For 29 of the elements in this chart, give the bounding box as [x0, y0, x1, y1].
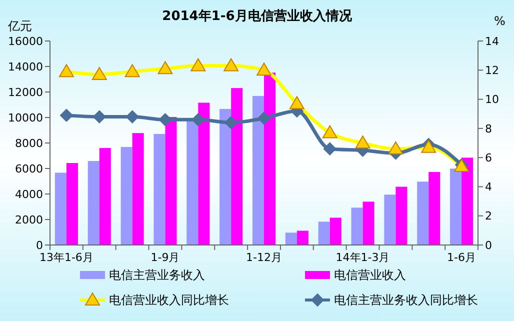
chart-title: 2014年1-6月电信营业收入情况: [162, 8, 353, 24]
y2-tick-label: 12: [485, 64, 499, 77]
y-tick-label: 0: [36, 238, 43, 252]
y2-tick-label: 6: [485, 151, 492, 164]
y2-tick-label: 10: [485, 93, 499, 106]
y2-tick-label: 0: [485, 238, 492, 252]
legend-label: 电信营业收入: [334, 268, 406, 282]
y-tick-label: 16000: [8, 34, 43, 48]
y2-tick-label: 8: [485, 122, 492, 136]
y-tick-label: 12000: [8, 86, 43, 99]
x-tick-label: 1-9月: [150, 251, 180, 264]
y-tick-label: 8000: [15, 136, 43, 150]
y-tick-label: 4000: [15, 188, 43, 201]
x-tick-label: 1-6月: [447, 251, 476, 264]
legend-label: 电信主营业务收入同比增长: [334, 293, 478, 308]
y2-tick-label: 4: [485, 180, 492, 194]
x-tick-label: 13年1-6月: [39, 251, 94, 264]
x-tick-label: 14年1-3月: [336, 251, 390, 264]
legend-label: 电信营业收入同比增长: [109, 293, 229, 308]
y2-tick-label: 14: [485, 34, 499, 48]
y-axis-title: 亿元: [7, 19, 32, 33]
y2-axis-title: %: [494, 14, 506, 28]
y-tick-label: 2000: [15, 213, 43, 226]
y-tick-label: 10000: [8, 111, 43, 124]
y-tick-label: 6000: [15, 162, 43, 176]
legend-label: 电信主营业务收入: [109, 268, 205, 282]
x-tick-label: 1-12月: [246, 251, 282, 264]
y-tick-label: 14000: [8, 60, 43, 74]
y2-tick-label: 2: [485, 210, 492, 223]
